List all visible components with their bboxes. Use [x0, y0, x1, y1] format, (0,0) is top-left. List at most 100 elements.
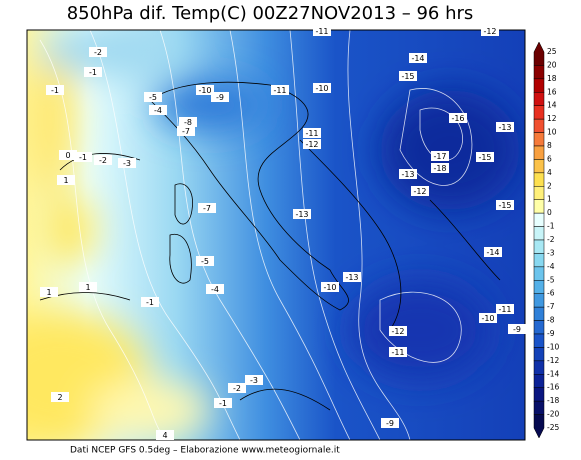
colorbar-label: 4 — [547, 168, 552, 177]
contour-label: -11 — [305, 129, 318, 138]
colorbar-label: 14 — [547, 101, 557, 110]
colorbar-swatch — [533, 172, 545, 187]
colorbar-label: 0 — [547, 208, 552, 217]
colorbar-label: -14 — [547, 369, 559, 378]
contour-label-box — [149, 105, 167, 115]
colorbar-swatch — [533, 266, 545, 281]
contour-label-box — [118, 158, 136, 168]
contour-label-box — [496, 122, 514, 132]
contour-label: 1 — [85, 283, 90, 292]
colorbar-swatch — [533, 186, 545, 200]
contour-label: -1 — [79, 153, 87, 162]
colorbar-label: 6 — [547, 154, 552, 163]
contour-label: -7 — [203, 204, 211, 213]
contour-label: -4 — [211, 285, 219, 294]
contour-label-box — [74, 152, 92, 162]
contour-label: -10 — [323, 283, 336, 292]
colorbar-swatch — [533, 226, 545, 241]
colorbar-label: 25 — [547, 47, 557, 56]
colorbar-label: -8 — [547, 316, 555, 325]
colorbar-label: 18 — [547, 74, 557, 83]
colorbar-swatch — [533, 400, 545, 415]
contour-label: -11 — [391, 348, 404, 357]
colorbar-swatch — [533, 333, 545, 348]
contour-label-box — [59, 150, 77, 160]
colorbar-label: -4 — [547, 262, 555, 271]
contour-label: -12 — [305, 140, 318, 149]
contour-label-box — [479, 313, 497, 323]
colorbar-label: -2 — [547, 235, 555, 244]
colorbar-label: -9 — [547, 329, 555, 338]
contour-label-box — [321, 282, 339, 292]
contour-label: -13 — [401, 170, 414, 179]
colorbar-swatch — [533, 78, 545, 93]
contour-label-box — [177, 126, 195, 136]
contour-label: -2 — [233, 384, 241, 393]
contour-label-box — [228, 383, 246, 393]
colorbar-label: 12 — [547, 114, 557, 123]
contour-label: -15 — [478, 153, 491, 162]
contour-label: -9 — [513, 325, 521, 334]
contour-label-box — [481, 26, 499, 36]
contour-label: -10 — [481, 314, 494, 323]
contour-label: -9 — [216, 93, 224, 102]
contour-label: -13 — [295, 210, 308, 219]
contour-label-box — [94, 155, 112, 165]
colorbar-swatch — [533, 92, 545, 106]
contour-label-box — [79, 282, 97, 292]
colorbar-swatch — [533, 320, 545, 335]
contour-label: -8 — [184, 118, 192, 127]
contour-label: -14 — [486, 248, 499, 257]
contour-label-box — [84, 67, 102, 77]
colorbar-label: -6 — [547, 289, 555, 298]
contour-label-box — [389, 347, 407, 357]
contour-label-box — [409, 53, 427, 63]
contour-label-box — [411, 186, 429, 196]
contour-label-box — [179, 117, 197, 127]
colorbar-label: 16 — [547, 87, 557, 96]
colorbar-swatch — [533, 132, 545, 147]
colorbar-label: -16 — [547, 383, 559, 392]
contour-label-box — [46, 85, 64, 95]
contour-label-box — [198, 203, 216, 213]
contour-label: -5 — [149, 93, 157, 102]
colorbar-label: -12 — [547, 356, 559, 365]
contour-label-box — [245, 375, 263, 385]
contour-label: 1 — [63, 176, 68, 185]
contour-label-box — [431, 163, 449, 173]
contour-label-box — [313, 83, 331, 93]
contour-label: -3 — [250, 376, 258, 385]
colorbar-label: -3 — [547, 248, 555, 257]
colorbar-swatch — [533, 65, 545, 80]
map-frame — [26, 29, 526, 441]
contour-label-box — [271, 85, 289, 95]
colorbar-swatch — [533, 347, 545, 362]
contour-label-box — [399, 169, 417, 179]
contour-label: -11 — [498, 305, 511, 314]
colorbar-swatch — [533, 387, 545, 402]
contour-label: 4 — [162, 431, 167, 440]
colorbar-swatch — [533, 293, 545, 308]
contour-label: -10 — [198, 86, 211, 95]
contour-label-box — [449, 113, 467, 123]
contour-label: -3 — [123, 159, 131, 168]
contour-label-box — [196, 256, 214, 266]
colorbar-swatch — [533, 239, 545, 254]
contour-label: -10 — [315, 84, 328, 93]
contour-label: -5 — [201, 257, 209, 266]
colorbar-swatch — [533, 41, 545, 66]
contour-label-box — [89, 47, 107, 57]
contour-label-box — [496, 200, 514, 210]
colorbar-label: 1 — [547, 195, 552, 204]
colorbar-swatch — [533, 414, 545, 439]
contour-label-box — [508, 324, 526, 334]
contour-label-box — [144, 92, 162, 102]
contour-label-box — [313, 26, 331, 36]
contour-label: -12 — [483, 27, 496, 36]
contour-label: -1 — [146, 298, 154, 307]
contour-label-box — [431, 151, 449, 161]
colorbar-label: -10 — [547, 342, 559, 351]
colorbar-swatch — [533, 212, 545, 227]
title: 850hPa dif. Temp(C) 00Z27NOV2013 – 96 hr… — [67, 3, 474, 24]
